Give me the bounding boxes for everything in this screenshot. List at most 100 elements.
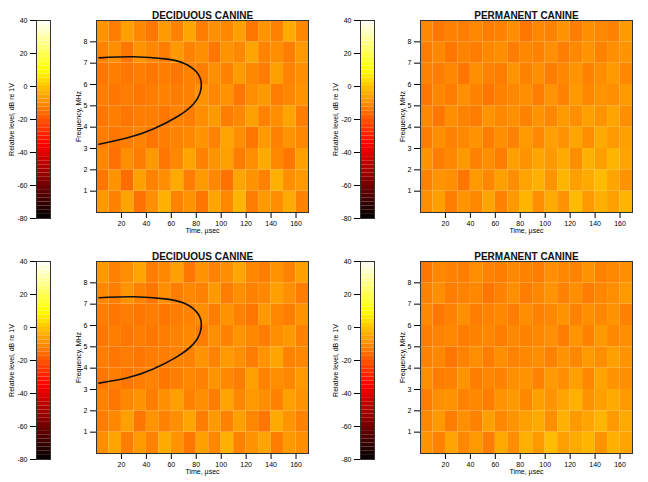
svg-text:Frequency, MHz: Frequency, MHz (399, 332, 407, 383)
svg-text:3: 3 (84, 145, 88, 152)
svg-text:0: 0 (24, 83, 28, 90)
svg-text:-20: -20 (341, 357, 351, 364)
svg-text:8: 8 (84, 279, 88, 286)
svg-text:-40: -40 (17, 149, 27, 156)
svg-text:4: 4 (84, 364, 88, 371)
svg-text:-60: -60 (341, 423, 351, 430)
svg-text:Time, µsec: Time, µsec (509, 468, 544, 476)
svg-text:160: 160 (614, 220, 626, 227)
svg-text:20: 20 (344, 50, 352, 57)
svg-text:5: 5 (84, 102, 88, 109)
svg-text:PERMANENT CANINE: PERMANENT CANINE (474, 251, 579, 262)
svg-text:4: 4 (84, 123, 88, 130)
svg-text:40: 40 (20, 17, 28, 24)
svg-text:0: 0 (24, 324, 28, 331)
svg-text:40: 40 (466, 220, 474, 227)
svg-text:DECIDUOUS CANINE: DECIDUOUS CANINE (152, 251, 253, 262)
svg-text:20: 20 (20, 291, 28, 298)
svg-text:40: 40 (20, 258, 28, 265)
svg-text:140: 140 (265, 461, 277, 468)
svg-text:Time, µsec: Time, µsec (185, 468, 220, 476)
svg-text:3: 3 (408, 386, 412, 393)
svg-text:Frequency, MHz: Frequency, MHz (75, 91, 83, 142)
svg-text:140: 140 (589, 220, 601, 227)
svg-text:7: 7 (84, 300, 88, 307)
svg-text:20: 20 (344, 291, 352, 298)
svg-text:120: 120 (564, 461, 576, 468)
svg-text:6: 6 (84, 322, 88, 329)
svg-text:20: 20 (118, 220, 126, 227)
svg-text:7: 7 (408, 300, 412, 307)
svg-text:160: 160 (614, 461, 626, 468)
svg-text:60: 60 (167, 220, 175, 227)
svg-text:-80: -80 (17, 215, 27, 222)
svg-text:20: 20 (20, 50, 28, 57)
svg-text:40: 40 (142, 220, 150, 227)
svg-text:-80: -80 (17, 456, 27, 463)
svg-text:20: 20 (118, 461, 126, 468)
svg-text:6: 6 (84, 81, 88, 88)
svg-text:8: 8 (84, 38, 88, 45)
svg-text:160: 160 (290, 220, 302, 227)
svg-text:Frequency, MHz: Frequency, MHz (75, 332, 83, 383)
svg-text:Relative level, dB re 1V: Relative level, dB re 1V (8, 83, 15, 156)
svg-text:8: 8 (408, 279, 412, 286)
svg-text:8: 8 (408, 38, 412, 45)
svg-text:-60: -60 (341, 182, 351, 189)
svg-text:6: 6 (408, 322, 412, 329)
svg-text:-20: -20 (17, 116, 27, 123)
svg-text:40: 40 (344, 17, 352, 24)
svg-text:-60: -60 (17, 182, 27, 189)
svg-text:1: 1 (84, 187, 88, 194)
svg-text:60: 60 (491, 461, 499, 468)
svg-text:2: 2 (84, 407, 88, 414)
svg-text:20: 20 (442, 220, 450, 227)
svg-text:40: 40 (142, 461, 150, 468)
svg-text:-40: -40 (17, 390, 27, 397)
svg-text:Time, µsec: Time, µsec (185, 227, 220, 235)
svg-text:Relative level, dB re 1V: Relative level, dB re 1V (8, 324, 15, 397)
svg-text:-20: -20 (341, 116, 351, 123)
svg-text:-40: -40 (341, 390, 351, 397)
svg-text:-60: -60 (17, 423, 27, 430)
svg-text:120: 120 (240, 461, 252, 468)
svg-text:0: 0 (348, 324, 352, 331)
svg-text:5: 5 (84, 343, 88, 350)
svg-text:5: 5 (408, 102, 412, 109)
svg-text:60: 60 (491, 220, 499, 227)
svg-text:2: 2 (408, 407, 412, 414)
svg-text:-40: -40 (341, 149, 351, 156)
svg-text:Frequency, MHz: Frequency, MHz (399, 91, 407, 142)
svg-text:Relative level, dB re 1V: Relative level, dB re 1V (332, 83, 339, 156)
svg-text:4: 4 (408, 123, 412, 130)
svg-text:140: 140 (589, 461, 601, 468)
svg-text:-80: -80 (341, 215, 351, 222)
svg-text:1: 1 (84, 428, 88, 435)
svg-text:120: 120 (240, 220, 252, 227)
svg-text:2: 2 (84, 166, 88, 173)
svg-text:160: 160 (290, 461, 302, 468)
svg-text:0: 0 (348, 83, 352, 90)
svg-text:60: 60 (167, 461, 175, 468)
svg-text:Time, µsec: Time, µsec (509, 227, 544, 235)
svg-text:20: 20 (442, 461, 450, 468)
svg-text:PERMANENT CANINE: PERMANENT CANINE (474, 10, 579, 21)
svg-text:40: 40 (466, 461, 474, 468)
svg-text:40: 40 (344, 258, 352, 265)
svg-text:1: 1 (408, 187, 412, 194)
svg-text:Relative level, dB re 1V: Relative level, dB re 1V (332, 324, 339, 397)
svg-text:4: 4 (408, 364, 412, 371)
svg-text:-80: -80 (341, 456, 351, 463)
svg-text:6: 6 (408, 81, 412, 88)
svg-text:DECIDUOUS CANINE: DECIDUOUS CANINE (152, 10, 253, 21)
svg-text:5: 5 (408, 343, 412, 350)
svg-text:120: 120 (564, 220, 576, 227)
svg-text:3: 3 (84, 386, 88, 393)
svg-text:140: 140 (265, 220, 277, 227)
svg-text:3: 3 (408, 145, 412, 152)
svg-text:7: 7 (84, 59, 88, 66)
svg-text:2: 2 (408, 166, 412, 173)
svg-text:-20: -20 (17, 357, 27, 364)
svg-text:7: 7 (408, 59, 412, 66)
svg-text:1: 1 (408, 428, 412, 435)
